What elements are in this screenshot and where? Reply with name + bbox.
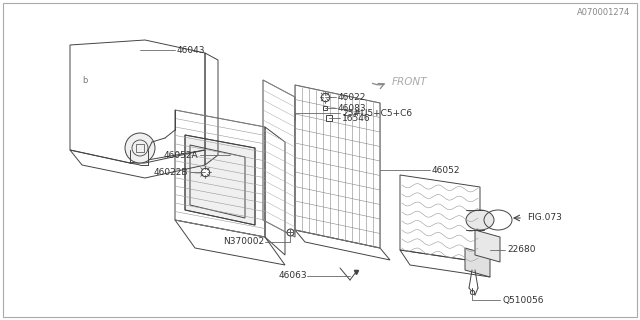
Text: 46083: 46083 (338, 103, 367, 113)
Text: A070001274: A070001274 (577, 7, 630, 17)
Text: 46052: 46052 (432, 165, 461, 174)
Text: 46052A: 46052A (163, 150, 198, 159)
Bar (136, 144, 144, 152)
Text: FIG.073: FIG.073 (527, 213, 562, 222)
Text: N370002: N370002 (223, 237, 264, 246)
Text: b: b (82, 76, 88, 84)
Text: 16546: 16546 (342, 114, 371, 123)
Polygon shape (465, 248, 490, 277)
Ellipse shape (466, 210, 494, 230)
Text: 22680: 22680 (507, 245, 536, 254)
Circle shape (125, 133, 155, 163)
Polygon shape (185, 135, 255, 225)
Polygon shape (475, 230, 500, 262)
Text: 46043: 46043 (177, 45, 205, 54)
Text: FRONT: FRONT (392, 77, 428, 87)
Text: 46022: 46022 (338, 92, 366, 101)
Text: 25#U5+C5+C6: 25#U5+C5+C6 (342, 108, 412, 117)
Text: 46022B: 46022B (154, 167, 188, 177)
Text: 46063: 46063 (278, 271, 307, 281)
Text: Q510056: Q510056 (502, 295, 543, 305)
